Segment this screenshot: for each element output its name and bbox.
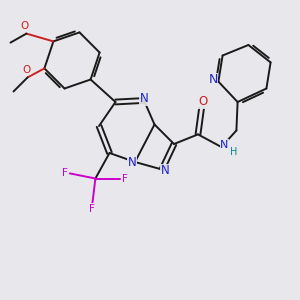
Text: O: O (21, 21, 29, 31)
Text: N: N (160, 164, 169, 178)
Text: F: F (61, 168, 68, 178)
Text: N: N (140, 92, 148, 106)
Text: O: O (22, 65, 30, 75)
Text: N: N (128, 155, 136, 169)
Text: N: N (220, 140, 229, 150)
Text: H: H (230, 146, 238, 157)
Text: F: F (122, 173, 128, 184)
Text: O: O (199, 95, 208, 109)
Text: F: F (89, 204, 95, 214)
Text: N: N (208, 73, 218, 86)
